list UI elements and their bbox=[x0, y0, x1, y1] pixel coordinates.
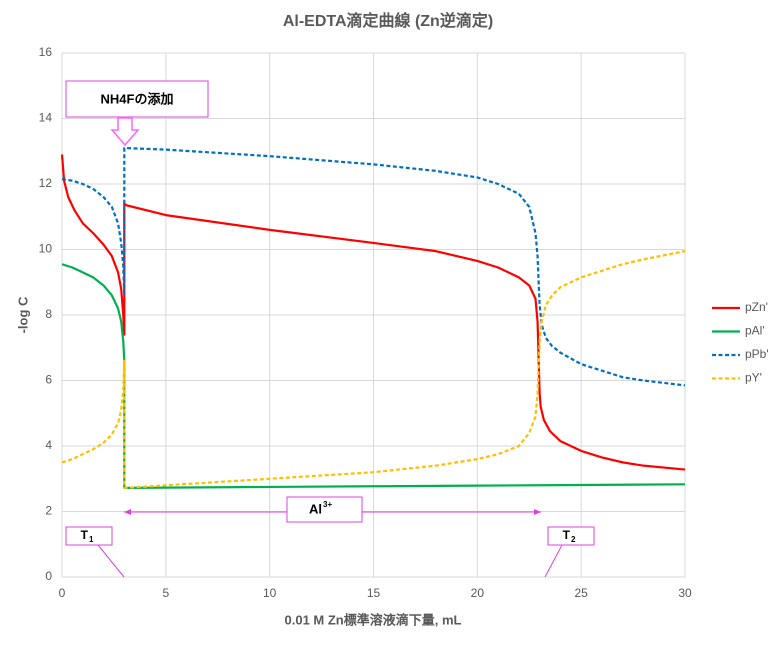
legend-label: pAl' bbox=[745, 324, 765, 338]
x-tick-label: 5 bbox=[162, 586, 169, 600]
annotation-box bbox=[286, 496, 363, 523]
legend-label: pZn' bbox=[745, 300, 768, 314]
x-tick-label: 0 bbox=[59, 586, 66, 600]
legend: pZn' pAl' pPb' pY' bbox=[712, 300, 769, 385]
y-axis-label: -log C bbox=[15, 296, 30, 333]
annotation-text: T bbox=[563, 528, 571, 542]
annotation-sub: 1 bbox=[89, 535, 94, 544]
annotation-box bbox=[547, 526, 595, 546]
x-tick-label: 25 bbox=[574, 586, 588, 600]
annotation-sup: 3+ bbox=[323, 500, 332, 509]
annotation-sub: 2 bbox=[571, 535, 576, 544]
legend-label: pPb' bbox=[745, 347, 769, 361]
annotation-arrow bbox=[110, 117, 140, 147]
annotation-leader bbox=[97, 544, 125, 578]
legend-label: pY' bbox=[745, 371, 762, 385]
annotation-box bbox=[65, 526, 113, 546]
annotation-leader bbox=[544, 544, 563, 578]
y-tick-label: 10 bbox=[39, 242, 53, 256]
y-tick-label: 8 bbox=[45, 307, 52, 321]
y-tick-label: 4 bbox=[45, 438, 52, 452]
annotation-text: T bbox=[81, 528, 89, 542]
x-tick-label: 20 bbox=[471, 586, 485, 600]
y-tick-label: 6 bbox=[45, 373, 52, 387]
series-line bbox=[61, 146, 686, 387]
y-tick-label: 16 bbox=[39, 45, 53, 59]
y-tick-label: 0 bbox=[45, 569, 52, 583]
y-tick-label: 12 bbox=[39, 176, 53, 190]
y-tick-label: 2 bbox=[45, 504, 52, 518]
series-line bbox=[60, 154, 686, 471]
annotation-text: NH4Fの添加 bbox=[101, 91, 174, 106]
x-tick-label: 15 bbox=[367, 586, 381, 600]
plot-lines bbox=[60, 146, 686, 490]
x-tick-label: 30 bbox=[678, 586, 692, 600]
x-axis-label: 0.01 M Zn標準溶液滴下量, mL bbox=[285, 612, 462, 627]
series-line bbox=[61, 250, 686, 490]
x-tick-label: 10 bbox=[263, 586, 277, 600]
annotation-text: Al bbox=[309, 501, 322, 516]
annotation-box bbox=[65, 80, 209, 118]
series-line bbox=[61, 263, 686, 490]
chart-title: Al-EDTA滴定曲線 (Zn逆滴定) bbox=[283, 11, 493, 30]
y-tick-label: 14 bbox=[39, 111, 53, 125]
annotations: NH4Fの添加 Al 3+ T 1 T 2 bbox=[65, 80, 595, 578]
